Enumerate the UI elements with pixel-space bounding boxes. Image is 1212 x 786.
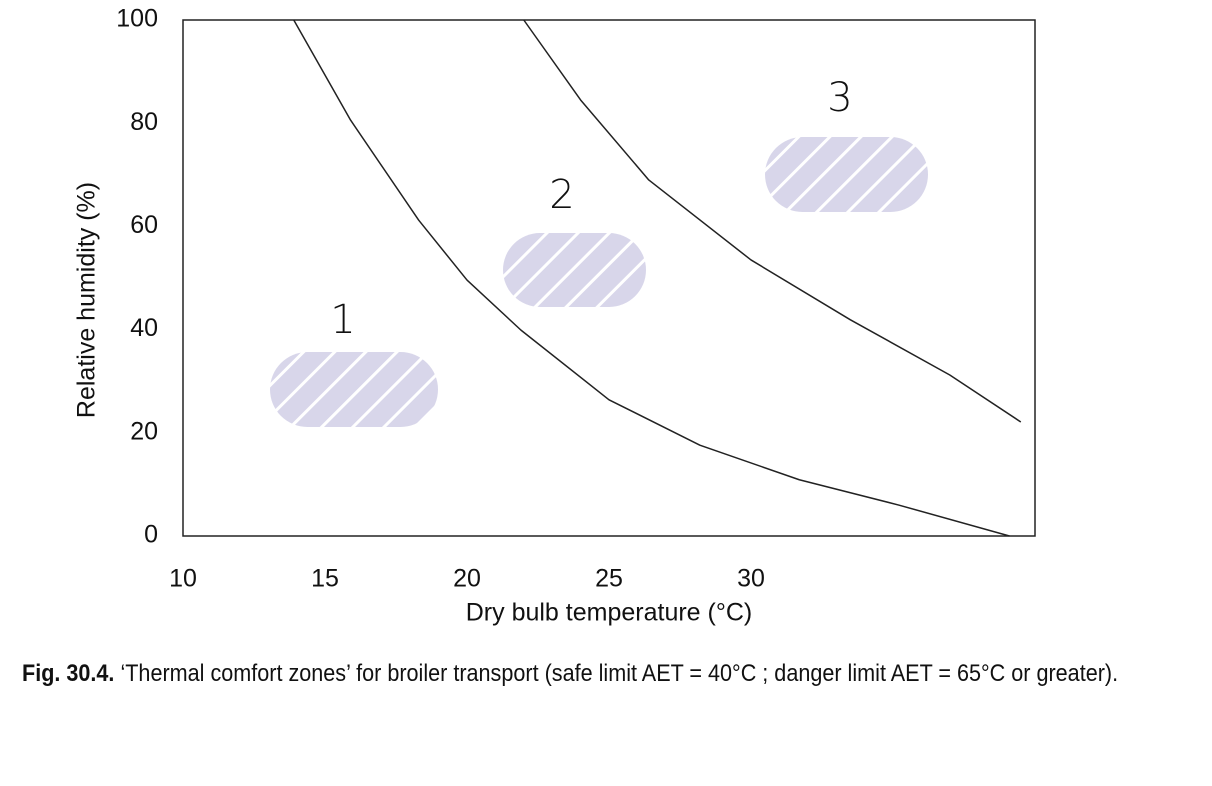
- plot-frame: [182, 19, 1036, 537]
- x-axis-label: Dry bulb temperature (°C): [466, 599, 752, 627]
- comfort-zone: [765, 137, 928, 212]
- x-tick-label: 20: [453, 565, 481, 593]
- y-tick-label: 40: [130, 314, 158, 342]
- x-tick-label: 10: [169, 565, 197, 593]
- comfort-zone: [270, 352, 438, 427]
- curve: [523, 19, 1022, 423]
- x-tick-label: 25: [595, 565, 623, 593]
- y-tick-label: 0: [144, 521, 158, 549]
- curve: [293, 19, 1010, 537]
- chart: Dry bulb temperature (°C) Relative humid…: [73, 5, 1036, 627]
- comfort-zone: [503, 233, 646, 307]
- caption-label: Fig. 30.4.: [22, 660, 115, 687]
- zone-label: 2: [549, 172, 574, 218]
- x-tick-label: 30: [737, 565, 765, 593]
- caption-text: ‘Thermal comfort zones’ for broiler tran…: [120, 660, 1119, 687]
- caption: Fig. 30.4. ‘Thermal comfort zones’ for b…: [22, 654, 1192, 694]
- y-tick-label: 60: [130, 211, 158, 239]
- y-axis-label: Relative humidity (%): [73, 182, 101, 418]
- zone-label: 3: [827, 75, 852, 121]
- y-tick-label: 100: [116, 5, 158, 33]
- y-tick-label: 80: [130, 108, 158, 136]
- y-tick-label: 20: [130, 417, 158, 445]
- zone-label: 1: [330, 297, 355, 343]
- x-tick-label: 15: [311, 565, 339, 593]
